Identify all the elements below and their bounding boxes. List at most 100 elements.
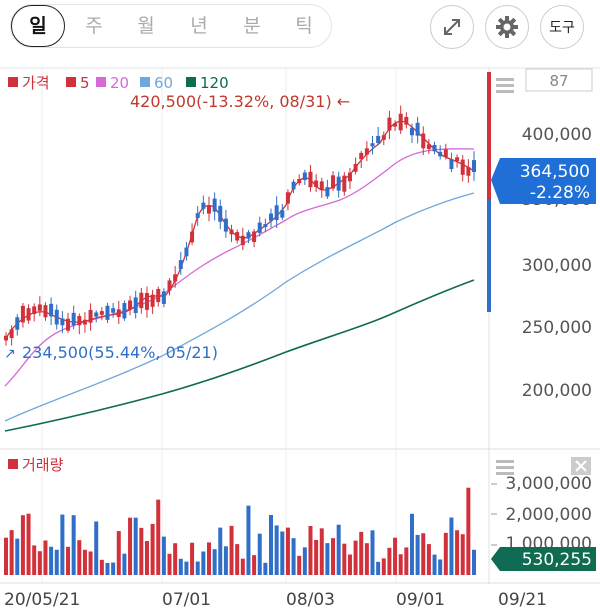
candle [347,172,352,182]
candle [167,280,172,291]
volume-bar [105,562,110,575]
expand-button[interactable] [430,5,474,49]
volume-menu-icon[interactable] [496,460,514,475]
candle [291,181,296,190]
gear-icon [496,16,518,38]
volume-bar [393,537,398,575]
candle [229,229,234,235]
volume-bar [190,542,195,575]
volume-bar [263,562,268,575]
candle [77,316,82,326]
volume-bar [111,562,116,575]
candle [60,318,65,326]
candle [297,178,302,184]
volume-bar [443,532,448,575]
price-axis: 400,000 350,000 300,000 250,000 200,000 [522,125,592,401]
candle [325,187,330,197]
volume-bar [133,517,138,575]
legend-ma20-swatch [96,77,106,87]
candle [201,202,206,209]
price-tick: 300,000 [522,256,592,276]
volume-bar [229,525,234,575]
settings-button[interactable] [485,5,529,49]
candle [387,117,392,131]
legend-ma60-swatch [140,77,150,87]
candle [71,312,76,326]
candle [212,198,217,212]
candle [15,317,20,330]
volume-bar [291,538,296,575]
candle [20,305,25,323]
volume-bar [466,487,471,575]
candle [252,231,257,242]
volume-bar [144,540,149,575]
volume-bar [432,554,437,575]
volume-bar [26,513,31,575]
indicator-value: 87 [549,72,568,90]
volume-bar [421,533,426,575]
current-price-box [491,158,596,204]
tools-button[interactable]: 도구 [540,5,584,49]
candle [449,159,454,170]
candle [54,309,59,325]
volume-bar [319,528,324,575]
volume-bar [37,551,42,575]
volume-bar [336,524,341,575]
period-week-tab[interactable]: 주 [85,15,103,37]
volume-bar [257,533,262,575]
high-annotation: 420,500(-13.32%, 08/31) ← [130,92,350,111]
volume-bars [4,487,476,575]
volume-bar [449,517,454,575]
period-tick-tab[interactable]: 틱 [295,15,313,37]
candle [43,305,48,318]
price-tick: 250,000 [522,318,592,338]
volume-bar [308,526,313,575]
close-icon[interactable] [571,457,591,475]
date-label: 20/05/21 [4,590,80,610]
period-day-tab[interactable]: 일 [11,5,65,47]
volume-bar [49,546,54,575]
tools-label: 도구 [549,20,575,36]
candle [82,319,87,325]
candle [302,172,307,181]
low-arrow-icon: ↗ [4,346,16,362]
candle [398,113,403,131]
legend-ma60-label: 60 [154,74,173,92]
volume-bar [173,543,178,575]
volume-bar [212,549,217,575]
candle [381,135,386,140]
volume-bar [122,553,127,575]
volume-bar [252,555,257,575]
candle [376,135,381,144]
volume-bar [66,546,71,575]
candle [240,235,245,246]
volume-bar [409,513,414,575]
candle [274,205,279,221]
candle [257,222,262,233]
candle [466,167,471,176]
date-label: 08/03 [286,590,335,610]
candle [178,260,183,269]
volume-title: 거래량 [22,456,64,474]
candle [218,205,223,222]
period-year-tab[interactable]: 년 [190,15,208,37]
candle [184,247,189,257]
candle [144,293,149,310]
volume-bar [353,540,358,575]
period-minute-tab[interactable]: 분 [243,15,261,37]
volume-bar [347,554,352,575]
candle [415,122,420,136]
period-month-tab[interactable]: 월 [137,15,155,37]
volume-bar [331,538,336,575]
volume-bar [94,521,99,575]
candle [150,294,155,307]
candle [156,288,161,303]
candle [364,148,369,155]
hamburger-icon[interactable] [496,78,514,93]
indicator-box[interactable] [525,68,593,92]
price-range-down-bar [487,200,491,312]
volume-bar [398,554,403,575]
volume-bar [460,534,465,575]
volume-tick: 3,000,000 [505,474,592,494]
volume-bar [20,515,25,575]
